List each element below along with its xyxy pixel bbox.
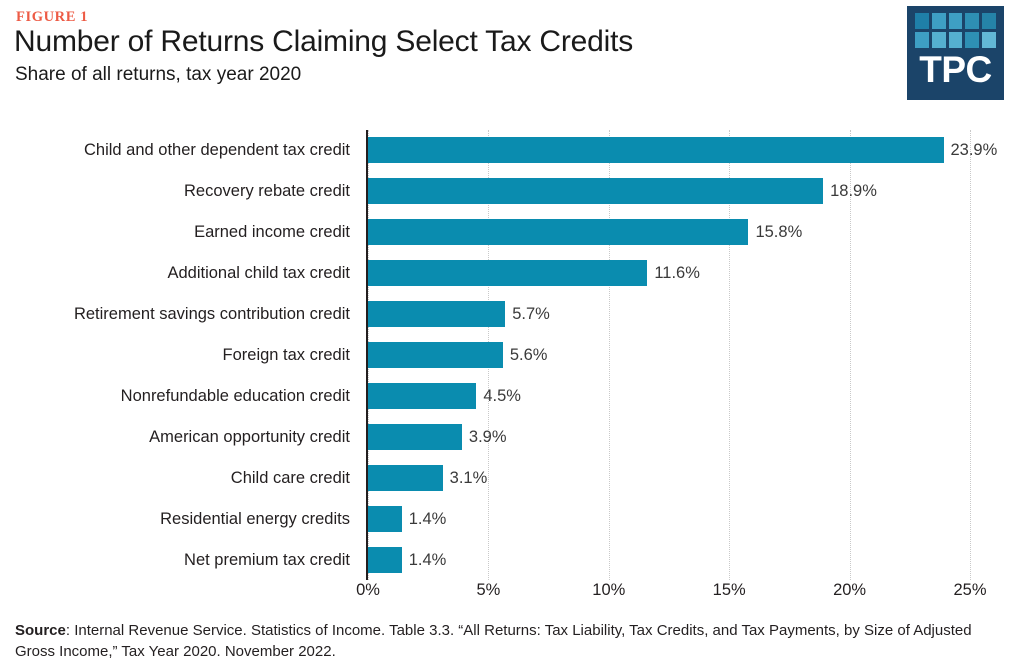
bar[interactable]	[368, 219, 749, 246]
source-note: Source: Internal Revenue Service. Statis…	[15, 620, 975, 663]
figure-number-label: FIGURE 1	[16, 9, 89, 25]
bar[interactable]	[368, 423, 462, 450]
bar[interactable]	[368, 382, 477, 409]
x-axis-tick-label: 10%	[592, 581, 626, 599]
x-gridline	[970, 130, 971, 580]
bar-value-label: 18.9%	[830, 182, 877, 201]
tpc-logo-cell	[982, 13, 996, 29]
bar[interactable]	[368, 178, 824, 205]
bar[interactable]	[368, 301, 506, 328]
tpc-logo-cell	[965, 13, 980, 29]
tpc-logo-cell	[948, 32, 963, 48]
x-gridline	[849, 130, 851, 580]
y-axis-category-labels: Child and other dependent tax credit Reco…	[0, 112, 356, 567]
y-axis-category-label: Earned income credit	[194, 223, 350, 242]
chart-subtitle: Share of all returns, tax year 2020	[15, 64, 302, 85]
bar-value-label: 4.5%	[483, 386, 521, 405]
tpc-logo: TPC	[907, 6, 1004, 100]
y-axis-category-label: Foreign tax credit	[222, 346, 350, 364]
bar-value-label: 1.4%	[408, 509, 447, 528]
bar[interactable]	[368, 505, 402, 532]
bar[interactable]	[368, 260, 648, 287]
y-axis-category-label: Nonrefundable education credit	[120, 386, 350, 405]
x-axis-tick-label: 0%	[356, 581, 380, 599]
tpc-logo-cell	[915, 13, 929, 29]
bar[interactable]	[368, 137, 944, 164]
chart-plot-wrapper: Child and other dependent tax credit Reco…	[0, 112, 1017, 602]
y-axis-category-label: Net premium tax credit	[184, 550, 350, 569]
y-axis-category-label: American opportunity credit	[149, 427, 350, 446]
plot-area: 23.9% 18.9% 15.8% 11.6% 5.7% 5.6% 4.5% 3.9% 3.1%…	[366, 130, 997, 580]
x-axis-tick-label: 15%	[712, 581, 746, 599]
source-label: Source	[15, 622, 66, 639]
bar-value-label: 5.7%	[512, 305, 550, 324]
x-axis-tick-label: 20%	[833, 581, 867, 599]
y-axis-category-label: Additional child tax credit	[167, 264, 350, 283]
tpc-logo-cell	[948, 13, 963, 29]
x-axis-tick-label: 5%	[476, 581, 501, 599]
tpc-logo-cell	[982, 32, 996, 48]
bar-value-label: 3.9%	[468, 427, 507, 446]
tpc-logo-wordmark: TPC	[919, 49, 992, 90]
y-axis-category-label: Residential energy credits	[160, 509, 350, 528]
source-text: : Internal Revenue Service. Statistics o…	[15, 622, 972, 661]
bar-value-label: 15.8%	[755, 223, 803, 242]
page-title: Number of Returns Claiming Select Tax Cr…	[14, 25, 634, 58]
bar-value-label: 11.6%	[654, 264, 700, 283]
y-axis-category-label: Child and other dependent tax credit	[83, 141, 350, 160]
tpc-logo-cell	[915, 32, 929, 48]
y-axis-category-label: Recovery rebate credit	[184, 182, 350, 201]
bar[interactable]	[368, 464, 443, 491]
tpc-logo-cell	[931, 13, 946, 29]
tpc-logo-cell	[965, 32, 980, 48]
bar-value-label: 1.4%	[408, 550, 447, 569]
y-axis-line	[366, 130, 368, 580]
bar[interactable]	[368, 546, 402, 573]
tpc-logo-cell	[931, 32, 946, 48]
tpc-logo-grid-icon	[915, 13, 996, 48]
bar-value-label: 23.9%	[950, 141, 998, 160]
bar-value-label: 3.1%	[449, 468, 488, 487]
x-gridline	[729, 130, 731, 580]
bar-value-label: 5.6%	[509, 346, 548, 364]
bar[interactable]	[368, 342, 503, 368]
x-gridline	[608, 130, 610, 580]
x-axis-tick-labels: 0% 5% 10% 15% 20% 25%	[356, 581, 986, 612]
x-axis-tick-label: 25%	[953, 581, 987, 599]
y-axis-category-label: Retirement savings contribution credit	[73, 305, 350, 324]
y-axis-category-label: Child care credit	[230, 468, 350, 487]
chart-header: FIGURE 1 Number of Returns Claiming Sele…	[0, 0, 1017, 112]
